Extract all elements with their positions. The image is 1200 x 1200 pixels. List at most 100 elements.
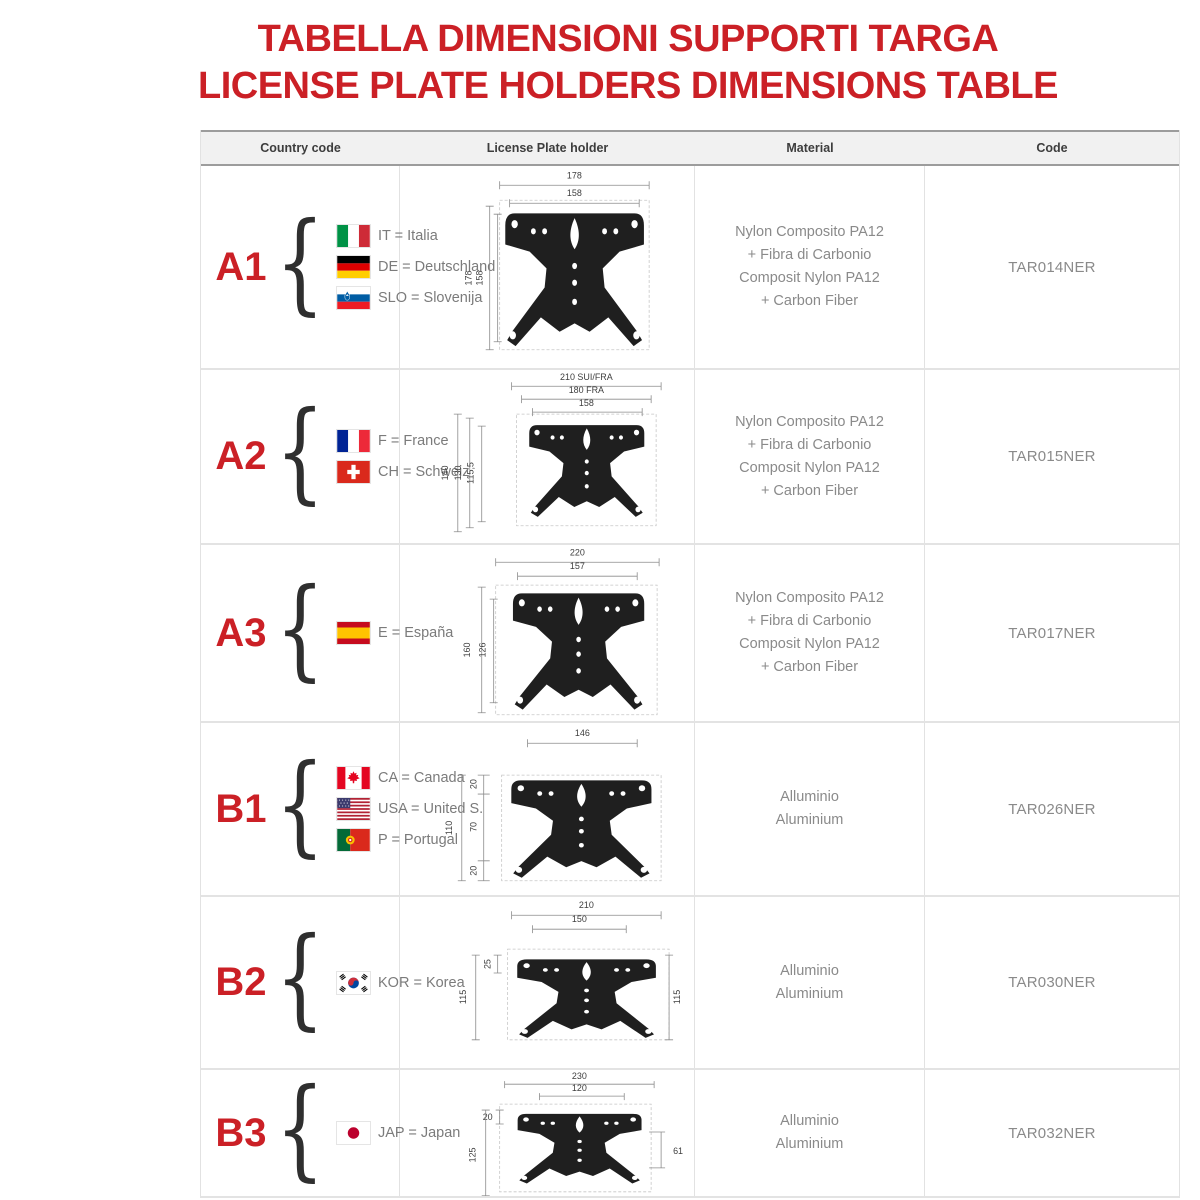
material-cell: Nylon Composito PA12 + Fibra di Carbonio… [695, 545, 925, 721]
dim-label: 150 [572, 914, 587, 924]
table-row-b2: B2 { KOR = Korea 210 150 115 25 [201, 897, 1179, 1070]
row-group-label: A2 [215, 434, 267, 478]
product-code: TAR014NER [1008, 258, 1096, 276]
dim-label: 180 FRA [569, 385, 604, 395]
plate-drawing-cell: 146 110 20 70 20 [400, 723, 695, 895]
code-cell: TAR017NER [925, 545, 1179, 721]
country-label: E = España [378, 625, 454, 641]
dim-label: 230 [572, 1071, 587, 1081]
dim-label: 158 [579, 398, 594, 408]
germany-flag-icon [337, 256, 370, 278]
dim-label: 146 [575, 728, 590, 738]
dim-label: 110 [444, 821, 454, 835]
code-cell: TAR030NER [925, 897, 1179, 1068]
country-list: IT = Italia DE = Deutschland SLO = Slove… [337, 225, 495, 309]
country-item: IT = Italia [337, 225, 495, 247]
plate-drawing-cell: 210 150 115 25 115 [400, 897, 695, 1068]
dim-label: 25 [483, 959, 493, 969]
dim-label: 20 [483, 1112, 493, 1122]
row-group-label: B1 [215, 786, 267, 831]
dimensions-table: Country code License Plate holder Materi… [200, 130, 1180, 1198]
dim-label: 140 [440, 465, 450, 480]
row-group-label: A1 [215, 244, 267, 289]
usa-flag-icon [337, 798, 370, 820]
france-flag-icon [337, 430, 370, 452]
country-label: KOR = Korea [378, 974, 465, 991]
japan-flag-icon [337, 1122, 370, 1144]
country-list: F = France CH = Schweiz [337, 430, 469, 483]
dim-label: 220 [570, 547, 585, 557]
material-text: Alluminio Aluminium [775, 789, 844, 828]
dim-label: 126 [478, 642, 488, 657]
table-row-a2: A2 { F = France CH = Schweiz 210 SUI/FRA… [201, 370, 1179, 545]
country-list: CA = Canada USA = United S. P = Portugal [337, 767, 483, 851]
country-item: E = España [337, 622, 453, 644]
country-code-cell: B2 { KOR = Korea [201, 897, 465, 1068]
brace-glyph: { [275, 1070, 325, 1192]
country-list: KOR = Korea [337, 971, 465, 994]
license-plate-holder-drawing: 210 SUI/FRA 180 FRA 158 140 130 115,5 [440, 372, 662, 533]
table-row-b3: B3 { JAP = Japan 230 120 20 125 [201, 1070, 1179, 1198]
country-label: DE = Deutschland [378, 259, 496, 275]
product-code: TAR026NER [1008, 800, 1096, 818]
material-text: Nylon Composito PA12 + Fibra di Carbonio… [735, 413, 884, 499]
country-item: P = Portugal [337, 829, 483, 851]
row-group-label: B2 [215, 960, 267, 1004]
country-code-cell: B3 { JAP = Japan [201, 1070, 460, 1196]
slovenia-flag-icon [337, 287, 370, 309]
country-code-cell: A1 { IT = Italia DE = Deutschland SLO = … [201, 166, 495, 368]
column-header-country-code: Country code [260, 141, 341, 155]
country-code-cell: A3 { E = España [201, 545, 453, 721]
material-text: Nylon Composito PA12 + Fibra di Carbonio… [735, 590, 884, 675]
country-item: CH = Schweiz [337, 461, 469, 483]
dim-label: 158 [475, 270, 485, 285]
brace-glyph: { [275, 197, 325, 326]
dim-label: 158 [567, 188, 582, 198]
material-cell: Alluminio Aluminium [695, 897, 925, 1068]
dim-label: 61 [673, 1146, 683, 1156]
country-item: KOR = Korea [337, 971, 465, 994]
material-cell: Nylon Composito PA12 + Fibra di Carbonio… [695, 370, 925, 543]
country-label: F = France [378, 433, 449, 449]
row-group-label: A3 [215, 610, 267, 655]
plate-drawing-cell: 178 158 178 158 [400, 166, 695, 368]
dim-label: 115 [672, 990, 682, 1004]
switzerland-flag-icon [337, 461, 370, 483]
page-title: TABELLA DIMENSIONI SUPPORTI TARGA LICENS… [0, 16, 1200, 110]
column-header-material: Material [786, 141, 834, 155]
country-code-cell: B1 { CA = Canada USA = United S. P = Por… [201, 723, 483, 895]
country-label: USA = United S. [378, 801, 484, 817]
product-code: TAR030NER [1008, 974, 1096, 991]
country-item: USA = United S. [337, 798, 483, 820]
country-label: IT = Italia [378, 228, 438, 244]
table-header-row: Country code License Plate holder Materi… [201, 130, 1179, 166]
dim-label: 160 [462, 642, 472, 657]
product-code: TAR032NER [1008, 1124, 1096, 1142]
south-korea-flag-icon [337, 971, 370, 994]
dim-label: 70 [469, 822, 479, 832]
plate-drawing-cell: 230 120 20 125 61 [400, 1070, 695, 1196]
country-item: SLO = Slovenija [337, 287, 495, 309]
plate-drawing-cell: 220 157 160 126 [400, 545, 695, 721]
row-group-label: B3 [215, 1110, 267, 1155]
table-row-b1: B1 { CA = Canada USA = United S. P = Por… [201, 723, 1179, 897]
dim-label: 210 [579, 900, 594, 910]
product-code: TAR015NER [1008, 448, 1096, 465]
license-plate-holder-drawing: 230 120 20 125 61 [468, 1071, 683, 1196]
country-label: CA = Canada [378, 770, 465, 786]
spain-flag-icon [337, 622, 370, 644]
brace-glyph: { [275, 563, 325, 692]
country-list: JAP = Japan [337, 1122, 460, 1144]
material-text: Nylon Composito PA12 + Fibra di Carbonio… [735, 224, 884, 309]
title-line-english: LICENSE PLATE HOLDERS DIMENSIONS TABLE [198, 65, 1058, 107]
canada-flag-icon [337, 767, 370, 789]
material-cell: Alluminio Aluminium [695, 1070, 925, 1196]
code-cell: TAR015NER [925, 370, 1179, 543]
country-item: CA = Canada [337, 767, 483, 789]
dim-label: 210 SUI/FRA [560, 372, 613, 382]
country-label: SLO = Slovenija [378, 290, 483, 306]
dim-label: 125 [468, 1147, 478, 1162]
code-cell: TAR026NER [925, 723, 1179, 895]
dim-label: 120 [572, 1083, 587, 1093]
material-cell: Nylon Composito PA12 + Fibra di Carbonio… [695, 166, 925, 368]
